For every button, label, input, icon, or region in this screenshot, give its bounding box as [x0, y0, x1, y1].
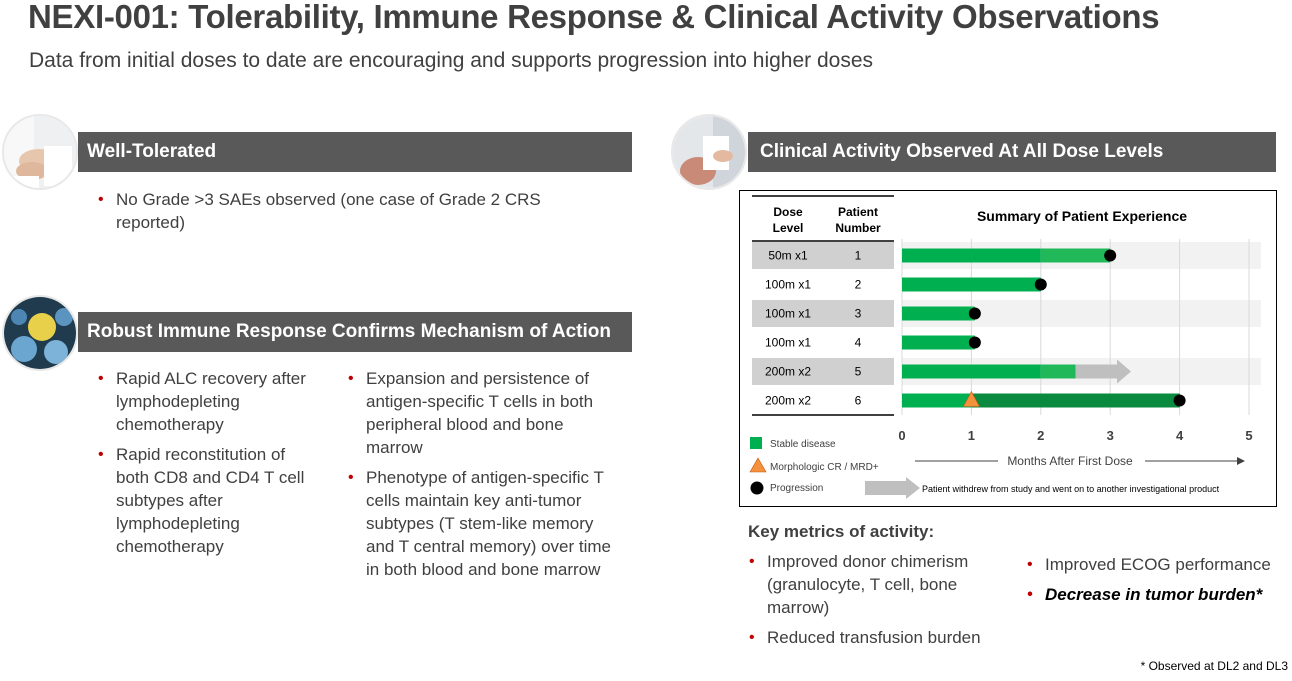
- dose-level-cell: 100m x1: [765, 336, 811, 350]
- x-tick-label: 2: [1037, 428, 1044, 443]
- legend-stable-swatch: [750, 437, 762, 449]
- legend-arrow-label: Patient withdrew from study and went on …: [922, 484, 1220, 494]
- bar-stable-disease: [902, 364, 1041, 379]
- dose-level-cell: 100m x1: [765, 307, 811, 321]
- bar-stable-disease: [902, 335, 972, 350]
- progression-marker: [1173, 394, 1186, 407]
- x-tick-label: 1: [968, 428, 975, 443]
- list-item: Phenotype of antigen-specific T cells ma…: [346, 466, 616, 581]
- immune-response-banner: Robust Immune Response Confirms Mechanis…: [78, 312, 632, 352]
- legend-progression-label: Progression: [770, 483, 823, 494]
- x-tick-label: 0: [898, 428, 905, 443]
- metrics-title: Key metrics of activity:: [748, 522, 935, 541]
- patient-number-cell: 3: [855, 307, 862, 321]
- page-title: NEXI-001: Tolerability, Immune Response …: [28, 0, 1160, 35]
- progression-marker: [968, 307, 981, 320]
- progression-marker: [1034, 278, 1047, 291]
- morphologic-cr-marker: [962, 390, 980, 407]
- patient-number-cell: 5: [855, 365, 862, 379]
- list-item: Improved ECOG performance: [1025, 553, 1290, 576]
- patient-number-cell: 2: [855, 278, 862, 292]
- dose-level-cell: 50m x1: [768, 249, 808, 263]
- list-item: Improved donor chimerism (granulocyte, T…: [747, 550, 997, 619]
- immune-response-heading: Robust Immune Response Confirms Mechanis…: [87, 321, 611, 342]
- progression-marker: [968, 336, 981, 349]
- cells-photo: [2, 295, 78, 371]
- dose-level-cell: 200m x2: [765, 394, 811, 408]
- x-tick-label: 4: [1176, 428, 1184, 443]
- list-item: No Grade >3 SAEs observed (one case of G…: [96, 188, 566, 234]
- well-tolerated-heading: Well-Tolerated: [87, 141, 217, 162]
- bar-stable-disease: [902, 393, 972, 408]
- bar-stable-disease: [902, 248, 1041, 263]
- table-row-shade: [752, 242, 894, 269]
- x-axis-label: Months After First Dose: [1007, 454, 1133, 468]
- list-item: Expansion and persistence of antigen-spe…: [346, 367, 616, 459]
- legend-arrow-swatch: [865, 477, 920, 499]
- list-item: Reduced transfusion burden: [747, 626, 997, 649]
- metrics-left-bullets: Improved donor chimerism (granulocyte, T…: [747, 550, 997, 656]
- legend-cr-swatch: [749, 457, 767, 473]
- list-item-emphasis: Decrease in tumor burden*: [1025, 583, 1290, 606]
- bar-extension: [1040, 364, 1076, 379]
- patient-number-cell: 1: [855, 249, 862, 263]
- bar-stable-disease: [902, 306, 972, 321]
- hands-photo: [2, 114, 78, 190]
- patient-experience-chart: Dose Level Patient Number 50m x1 1 100m x1 2 100…: [739, 190, 1277, 507]
- xlabel-arrowhead: [1237, 457, 1245, 465]
- legend-stable-label: Stable disease: [770, 439, 836, 450]
- progression-marker: [1104, 249, 1117, 262]
- table-header: Number: [835, 221, 881, 235]
- table-header: Dose: [773, 205, 803, 219]
- immune-left-bullets: Rapid ALC recovery after lymphodepleting…: [96, 367, 321, 565]
- chart-title: Summary of Patient Experience: [977, 208, 1187, 224]
- immune-right-bullets: Expansion and persistence of antigen-spe…: [346, 367, 616, 588]
- chart-svg: Dose Level Patient Number 50m x1 1 100m x1 2 100…: [749, 195, 1261, 499]
- footnote: * Observed at DL2 and DL3: [1140, 659, 1288, 673]
- x-tick-label: 5: [1245, 428, 1252, 443]
- tolerated-bullets: No Grade >3 SAEs observed (one case of G…: [96, 188, 566, 241]
- bar-stable-disease: [902, 277, 1041, 292]
- doctor-photo: [671, 114, 747, 190]
- table-header: Level: [773, 221, 804, 235]
- page-subtitle: Data from initial doses to date are enco…: [29, 49, 874, 72]
- well-tolerated-banner: Well-Tolerated: [78, 132, 632, 172]
- patient-number-cell: 4: [855, 336, 862, 350]
- table-row-shade: [752, 358, 894, 385]
- table-row-shade: [752, 300, 894, 327]
- list-item: Rapid ALC recovery after lymphodepleting…: [96, 367, 321, 436]
- patient-number-cell: 6: [855, 394, 862, 408]
- dose-level-cell: 100m x1: [765, 278, 811, 292]
- metrics-right-bullets: Improved ECOG performance Decrease in tu…: [1025, 553, 1290, 613]
- legend-cr-label: Morphologic CR / MRD+: [770, 462, 879, 473]
- table-header: Patient: [838, 205, 878, 219]
- x-tick-label: 3: [1107, 428, 1114, 443]
- clinical-activity-heading: Clinical Activity Observed At All Dose L…: [760, 141, 1164, 162]
- bar-extension: [971, 393, 1180, 408]
- bar-extension: [1040, 248, 1111, 263]
- legend-progression-swatch: [750, 481, 764, 495]
- dose-level-cell: 200m x2: [765, 365, 811, 379]
- list-item: Rapid reconstitution of both CD8 and CD4…: [96, 443, 321, 558]
- clinical-activity-banner: Clinical Activity Observed At All Dose L…: [748, 132, 1276, 172]
- withdrew-arrow: [1075, 359, 1132, 384]
